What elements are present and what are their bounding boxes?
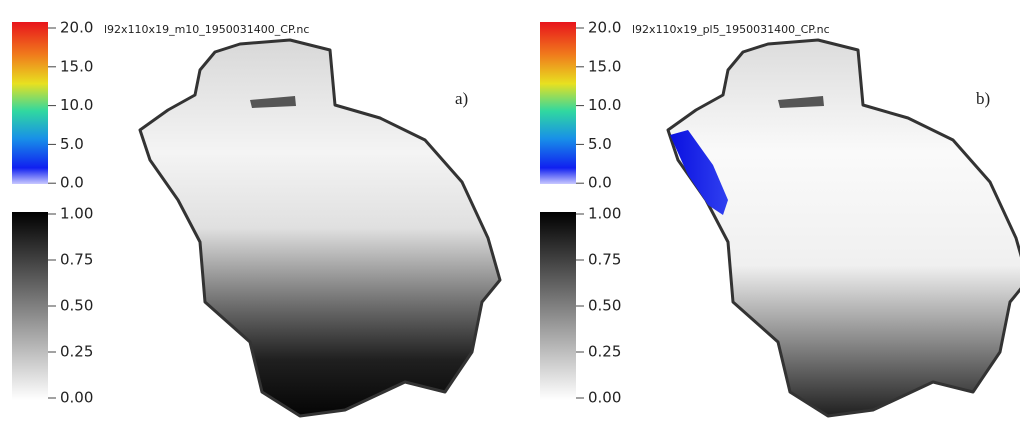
colorbar-label: 0.25 xyxy=(588,343,621,361)
colorbar-label: 0.75 xyxy=(60,251,93,269)
colorbar-top xyxy=(540,22,576,184)
panel-label: a) xyxy=(455,89,468,108)
file-name: l92x110x19_m10_1950031400_CP.nc xyxy=(104,23,309,36)
colorbar-label: 0.25 xyxy=(60,343,93,361)
colorbar-label: 5.0 xyxy=(60,135,84,153)
map xyxy=(666,38,1020,418)
colorbar-label: 0.0 xyxy=(60,174,84,192)
file-name: l92x110x19_pl5_1950031400_CP.nc xyxy=(632,23,830,36)
colorbar-label: 0.0 xyxy=(588,174,612,192)
colorbar-label: 0.50 xyxy=(588,297,621,315)
colorbar-bottom xyxy=(540,212,576,400)
colorbar-label: 20.0 xyxy=(588,19,621,37)
map-detail xyxy=(250,96,296,108)
colorbar-label: 15.0 xyxy=(60,57,93,75)
colorbar-bottom xyxy=(12,212,48,400)
panel: 20.0 15.0 10.0 5.0 0.0 1.00 0.75 0.50 0.25 0.00 l9… xyxy=(540,19,1020,418)
colorbar-top xyxy=(12,22,48,184)
map xyxy=(138,38,502,418)
colorbar-label: 15.0 xyxy=(588,57,621,75)
colorbar-label: 0.00 xyxy=(588,389,621,407)
colorbar-label: 10.0 xyxy=(60,96,93,114)
map-highlight xyxy=(670,130,728,215)
colorbar-label: 1.00 xyxy=(60,205,93,223)
colorbar-label: 5.0 xyxy=(588,135,612,153)
colorbar-label: 20.0 xyxy=(60,19,93,37)
colorbar-label: 0.50 xyxy=(60,297,93,315)
colorbar-label: 0.75 xyxy=(588,251,621,269)
colorbar-label: 1.00 xyxy=(588,205,621,223)
panel: 20.0 15.0 10.0 5.0 0.0 1.00 0.75 0.50 0.25 0.00 l9… xyxy=(12,19,502,418)
colorbar-label: 10.0 xyxy=(588,96,621,114)
panel-label: b) xyxy=(976,89,990,108)
map-detail xyxy=(778,96,824,108)
colorbar-label: 0.00 xyxy=(60,389,93,407)
